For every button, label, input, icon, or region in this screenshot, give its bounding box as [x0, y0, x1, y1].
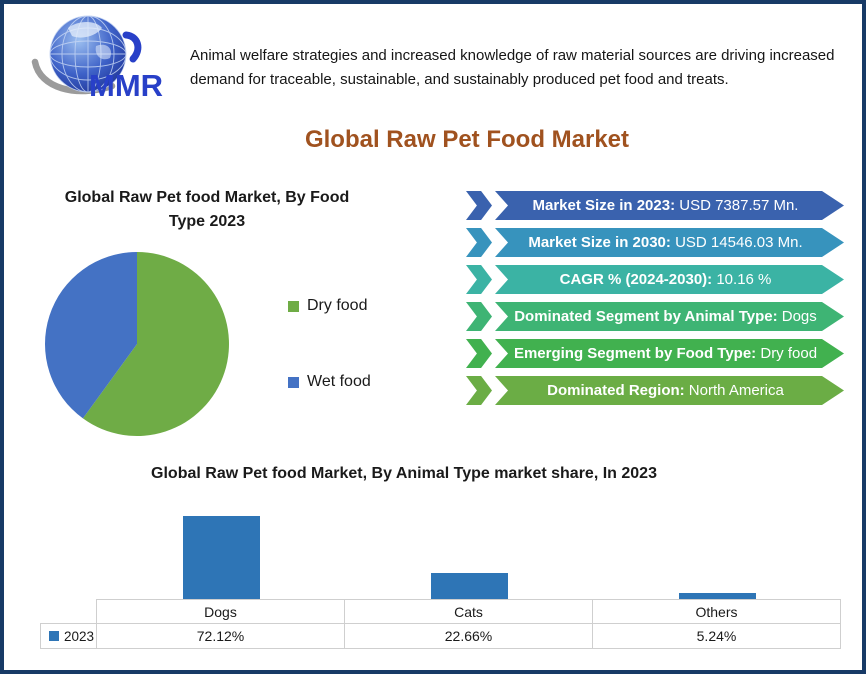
banner-value: Dry food — [756, 345, 818, 362]
banner-value: Dogs — [777, 308, 817, 325]
stat-banner-3: Dominated Segment by Animal Type: Dogs — [466, 302, 844, 331]
banner-label: Emerging Segment by Food Type: — [513, 345, 757, 362]
bar-column-others — [593, 504, 841, 599]
series-2023-swatch-icon — [48, 631, 59, 641]
bar-dogs — [182, 515, 260, 599]
banner-body: Market Size in 2030: USD 14546.03 Mn. — [495, 228, 844, 257]
logo-continent — [68, 22, 102, 38]
logo-continent — [95, 44, 112, 60]
bar-legend-2023: 2023 — [40, 624, 97, 649]
bar-chart-title: Global Raw Pet food Market, By Animal Ty… — [151, 465, 657, 482]
tagline-text: Animal welfare strategies and increased … — [190, 44, 858, 92]
banner-value: USD 14546.03 Mn. — [670, 234, 803, 251]
banner-label: Market Size in 2030: — [528, 234, 671, 251]
value-cell-cats: 22.66% — [345, 624, 593, 649]
tagline-line-2: demand for traceable, sustainable, and s… — [190, 71, 729, 88]
bar-chart-data-table: Dogs Cats Others 2023 72.12% 22.66% 5.24… — [40, 599, 841, 649]
banner-value: North America — [684, 382, 784, 399]
banner-label: CAGR % (2024-2030): — [559, 271, 713, 288]
stat-banner-0: Market Size in 2023: USD 7387.57 Mn. — [466, 191, 844, 220]
banner-label: Dominated Region: — [547, 382, 685, 399]
banner-value: USD 7387.57 Mn. — [675, 197, 799, 214]
bar-others — [678, 592, 756, 599]
banner-body: Dominated Region: North America — [495, 376, 844, 405]
stat-banner-4: Emerging Segment by Food Type: Dry food — [466, 339, 844, 368]
pie-chart — [44, 252, 229, 436]
banner-label: Dominated Segment by Animal Type: — [514, 308, 778, 325]
bar-chart — [97, 504, 841, 599]
banner-chevron-icon — [466, 191, 492, 220]
pie-legend-label: Dry food — [307, 297, 368, 314]
stat-banner-5: Dominated Region: North America — [466, 376, 844, 405]
stat-banner-1: Market Size in 2030: USD 14546.03 Mn. — [466, 228, 844, 257]
stat-banner-list: Market Size in 2023: USD 7387.57 Mn. Mark… — [466, 191, 844, 405]
bar-cats — [430, 572, 508, 599]
banner-body: CAGR % (2024-2030): 10.16 % — [495, 265, 844, 294]
banner-body: Dominated Segment by Animal Type: Dogs — [495, 302, 844, 331]
logo-swoosh-blue — [122, 31, 142, 63]
banner-chevron-icon — [466, 265, 492, 294]
bar-legend-label: 2023 — [63, 628, 95, 644]
pie-legend-item-dry-food: Dry food — [288, 297, 367, 315]
table-spacer-cell — [40, 599, 97, 624]
dry-food-swatch-icon — [288, 300, 299, 312]
banner-chevron-icon — [466, 339, 492, 368]
banner-chevron-icon — [466, 302, 492, 331]
category-cell-dogs: Dogs — [97, 599, 345, 624]
bar-column-cats — [345, 504, 593, 599]
value-cell-others: 5.24% — [593, 624, 841, 649]
category-cell-others: Others — [593, 599, 841, 624]
bar-column-dogs — [97, 504, 345, 599]
pie-chart-title: Global Raw Pet food Market, By Food Type… — [64, 189, 350, 230]
banner-body: Market Size in 2023: USD 7387.57 Mn. — [495, 191, 844, 220]
pie-legend-label: Wet food — [307, 373, 371, 390]
page-title: Global Raw Pet Food Market — [304, 126, 630, 153]
banner-value: 10.16 % — [712, 271, 772, 288]
pie-slice-wet-food — [44, 252, 137, 419]
tagline-line-1: Animal welfare strategies and increased … — [190, 47, 835, 64]
pie-slice-dry-food — [82, 252, 229, 436]
wet-food-swatch-icon — [288, 376, 299, 388]
banner-label: Market Size in 2023: — [532, 197, 676, 214]
banner-chevron-icon — [466, 376, 492, 405]
banner-chevron-icon — [466, 228, 492, 257]
banner-body: Emerging Segment by Food Type: Dry food — [495, 339, 844, 368]
value-cell-dogs: 72.12% — [97, 624, 345, 649]
logo-text: MMR — [89, 68, 163, 103]
category-cell-cats: Cats — [345, 599, 593, 624]
stat-banner-2: CAGR % (2024-2030): 10.16 % — [466, 265, 844, 294]
pie-legend-item-wet-food: Wet food — [288, 373, 371, 391]
mmr-logo: MMR — [31, 15, 163, 103]
